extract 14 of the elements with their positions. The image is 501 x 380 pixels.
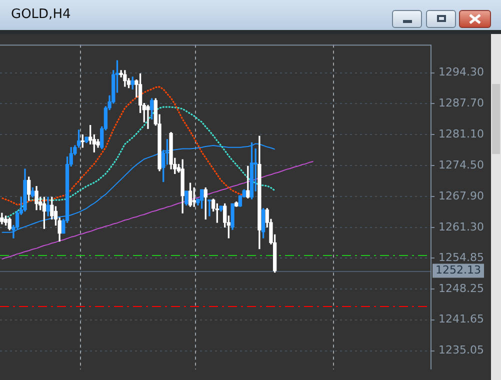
candlestick	[208, 200, 212, 216]
y-tick-label: 1287.70	[438, 96, 484, 110]
ref-line-label: 1252.13	[436, 264, 482, 277]
chart-title: GOLD,H4	[11, 7, 71, 22]
y-tick-label: 1294.30	[438, 66, 484, 79]
y-tick-label: 1281.10	[438, 128, 484, 141]
y-tick-label: 1248.25	[438, 282, 484, 295]
y-tick-label: 1254.85	[438, 250, 484, 264]
y-tick-label: 1261.30	[438, 220, 484, 234]
y-tick-label: 1235.05	[438, 344, 484, 357]
candlestick	[146, 104, 150, 129]
y-tick-label: 1274.50	[438, 158, 484, 172]
y-tick-label: 1267.90	[438, 190, 484, 203]
y-tick-label: 1241.65	[438, 312, 484, 326]
